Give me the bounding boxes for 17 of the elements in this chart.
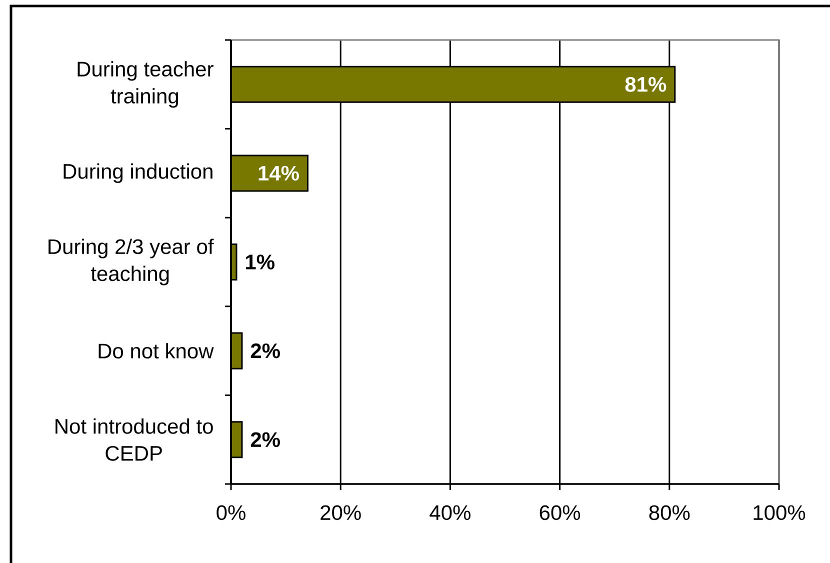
data-label: 14% <box>258 166 299 181</box>
y-tick-label: During induction <box>64 163 212 183</box>
y-tick-label: Do not know <box>98 343 214 359</box>
x-tick-label: 40% <box>430 505 470 520</box>
x-tick-label: 0% <box>216 505 246 520</box>
x-tick-label: 100% <box>754 505 806 520</box>
data-label: 2% <box>250 343 280 358</box>
x-tick-label: 80% <box>649 505 690 520</box>
data-label: 1% <box>246 254 274 270</box>
y-tick-label: During teacher training <box>78 61 214 108</box>
data-label: 81% <box>625 76 666 92</box>
data-label: 2% <box>250 432 280 448</box>
x-tick-label: 60% <box>540 505 580 520</box>
y-tick-label: During 2/3 year of teaching <box>48 238 214 286</box>
y-tick-label: Not introduced to CEDP <box>56 418 213 461</box>
x-tick-label: 20% <box>320 505 361 520</box>
bar <box>231 66 676 103</box>
